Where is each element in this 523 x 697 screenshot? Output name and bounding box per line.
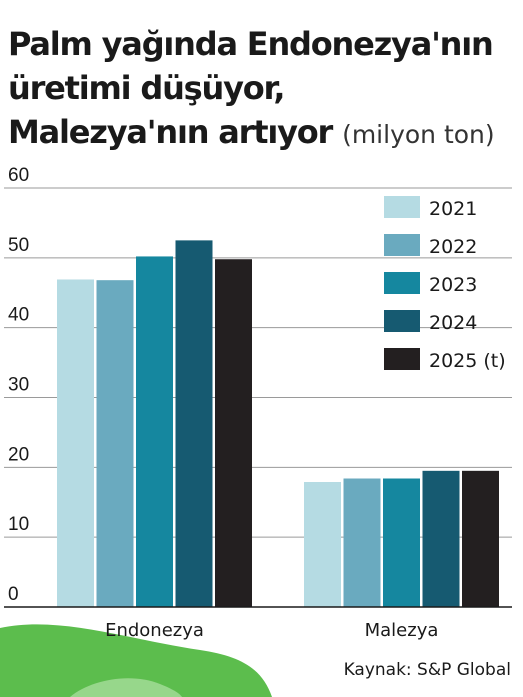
legend-label: 2022 [429, 236, 477, 258]
y-tick-label: 40 [8, 305, 29, 326]
bar-endonezya-2025 [215, 259, 252, 607]
legend-swatch [384, 196, 420, 218]
legend-label: 2023 [429, 274, 477, 296]
bar-malezya-2024 [422, 470, 460, 607]
legend-label: 2024 [429, 312, 477, 334]
bar-endonezya-2023 [136, 256, 173, 607]
x-category-label: Endonezya [105, 620, 204, 641]
y-tick-label: 10 [8, 514, 29, 535]
title-line-1: Palm yağında Endonezya'nın [8, 25, 494, 63]
title-line-3: Malezya'nın artıyor [8, 113, 333, 151]
y-tick-label: 30 [8, 375, 29, 396]
y-tick-labels: 0 10 20 30 40 50 60 [8, 165, 29, 605]
bar-malezya-2022 [343, 478, 381, 607]
bar-malezya-2025 [462, 470, 499, 607]
chart-title: Palm yağında Endonezya'nın üretimi düşüy… [8, 22, 518, 157]
legend-label: 2021 [429, 198, 477, 220]
y-tick-label: 50 [8, 235, 29, 256]
x-category-label: Malezya [365, 620, 439, 641]
bar-endonezya-2022 [96, 280, 134, 607]
bar-endonezya-2021 [57, 279, 94, 607]
y-tick-label: 20 [8, 444, 29, 465]
green-blob-highlight [70, 678, 182, 697]
legend-swatch [384, 310, 420, 332]
legend-swatch [384, 234, 420, 256]
source-note: Kaynak: S&P Global [343, 660, 511, 680]
green-blob-shape [0, 624, 272, 697]
bar-malezya-2023 [383, 478, 420, 607]
legend-swatch [384, 348, 420, 370]
y-tick-label: 0 [8, 584, 19, 605]
bars [57, 240, 499, 607]
decorative-green-shape [0, 624, 272, 697]
title-unit: (milyon ton) [342, 120, 495, 149]
bar-endonezya-2024 [175, 240, 213, 607]
legend-swatch [384, 272, 420, 294]
legend-label: 2025 (t) [429, 350, 506, 372]
title-line-2: üretimi düşüyor, [8, 69, 286, 107]
legend: 2021 2022 2023 2024 2025 (t) [384, 196, 506, 372]
y-tick-label: 60 [8, 165, 29, 186]
x-category-labels: Endonezya Malezya [105, 620, 438, 641]
bar-malezya-2021 [304, 481, 341, 607]
